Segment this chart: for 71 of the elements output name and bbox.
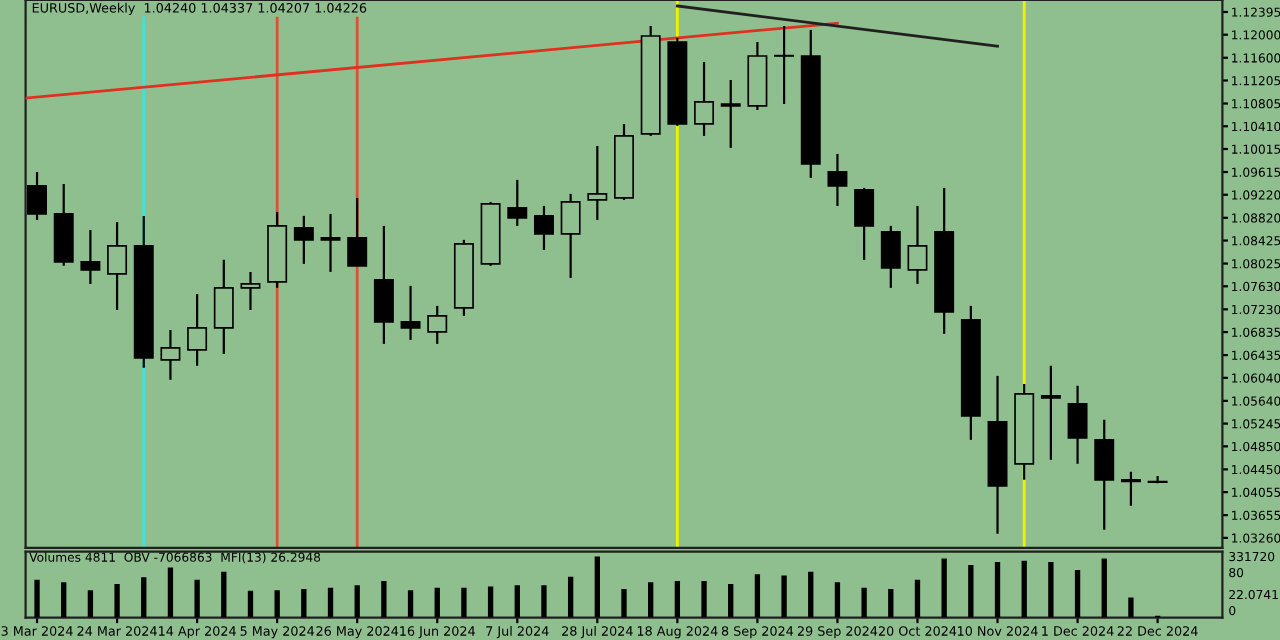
bar bbox=[434, 587, 440, 618]
bar bbox=[674, 580, 681, 618]
candlestick bbox=[880, 224, 901, 289]
candlestick bbox=[53, 182, 74, 267]
bar bbox=[461, 587, 467, 618]
bar bbox=[1128, 597, 1134, 618]
bar bbox=[247, 590, 254, 618]
bar bbox=[834, 582, 841, 618]
candlestick bbox=[533, 204, 554, 252]
candlestick bbox=[373, 224, 394, 345]
bar bbox=[621, 588, 627, 618]
bar bbox=[968, 565, 974, 618]
candlestick bbox=[27, 170, 48, 222]
bar bbox=[728, 584, 734, 618]
bar bbox=[567, 576, 574, 618]
bar bbox=[34, 579, 40, 618]
candlestick bbox=[427, 304, 448, 345]
bar bbox=[861, 587, 867, 618]
bar bbox=[781, 575, 787, 618]
candlestick bbox=[1120, 470, 1141, 507]
bar bbox=[301, 588, 307, 618]
bar bbox=[327, 587, 334, 618]
candlestick bbox=[694, 60, 715, 138]
bar bbox=[274, 590, 280, 618]
bar bbox=[541, 585, 547, 618]
candlestick bbox=[107, 220, 128, 312]
candlestick bbox=[827, 152, 848, 208]
bar bbox=[167, 567, 174, 618]
bar bbox=[754, 574, 761, 618]
bar bbox=[941, 558, 947, 618]
bar bbox=[221, 571, 227, 618]
bar bbox=[61, 582, 67, 618]
bar bbox=[87, 590, 94, 618]
bar bbox=[1021, 560, 1027, 618]
bar bbox=[701, 580, 707, 618]
bar bbox=[808, 571, 814, 618]
bar bbox=[407, 590, 414, 618]
bar bbox=[1074, 569, 1081, 618]
candlestick bbox=[507, 178, 528, 228]
candlestick bbox=[720, 78, 741, 150]
candlestick bbox=[320, 212, 341, 274]
candlestick bbox=[1040, 364, 1061, 461]
bar bbox=[487, 586, 494, 618]
bar bbox=[141, 577, 147, 618]
candlestick bbox=[347, 196, 368, 267]
bar bbox=[354, 585, 360, 618]
bar bbox=[194, 579, 200, 618]
candlestick bbox=[187, 292, 208, 367]
bar bbox=[381, 580, 387, 618]
candlestick bbox=[213, 258, 234, 355]
candlestick bbox=[1067, 384, 1088, 465]
candlestick bbox=[160, 328, 181, 381]
candlestick bbox=[774, 24, 795, 106]
bar bbox=[914, 579, 921, 618]
bar bbox=[994, 562, 1001, 618]
bar bbox=[888, 588, 894, 618]
bar bbox=[594, 556, 600, 618]
candlestick bbox=[400, 284, 421, 342]
candlestick bbox=[854, 186, 875, 261]
candlestick bbox=[1094, 418, 1115, 531]
bar bbox=[514, 585, 520, 618]
candlestick bbox=[240, 270, 261, 312]
bar bbox=[114, 584, 120, 618]
candlestick bbox=[80, 228, 101, 285]
bar bbox=[1048, 562, 1054, 618]
candlestick bbox=[907, 204, 928, 285]
candlestick bbox=[587, 144, 608, 222]
bar bbox=[648, 582, 654, 618]
candlestick bbox=[560, 192, 581, 279]
candlestick bbox=[293, 214, 314, 266]
bar bbox=[1101, 558, 1107, 618]
